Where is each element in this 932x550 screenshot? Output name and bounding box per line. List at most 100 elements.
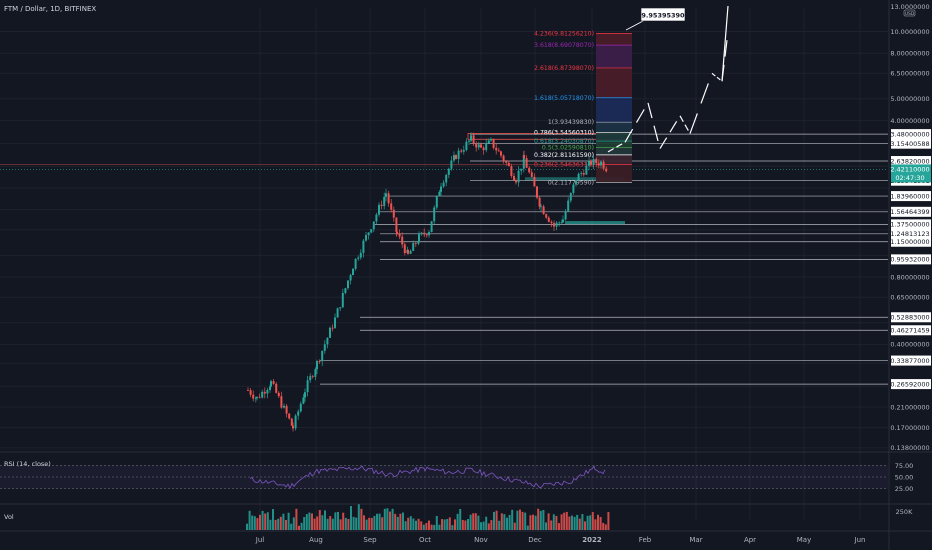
candle-body	[316, 361, 318, 370]
candle-body	[390, 203, 393, 210]
volume-bar	[409, 516, 412, 530]
candle-body	[457, 150, 460, 159]
volume-bar	[485, 516, 488, 530]
price-tick: 5.00000000	[890, 95, 929, 103]
volume-bar	[584, 521, 586, 530]
time-tick: Mar	[689, 536, 702, 544]
fib-label: 1(3.93439830)	[548, 119, 594, 126]
target-callout: 9.95395390	[625, 7, 686, 31]
volume-bar	[521, 511, 524, 530]
candle-body	[269, 386, 271, 391]
volume-bar	[446, 518, 449, 530]
projection-segment	[700, 93, 706, 104]
candle-body	[462, 149, 465, 152]
fib-label: 4.236(9.81256210)	[534, 30, 594, 37]
volume-bar	[456, 513, 459, 530]
fibonacci-extension: 4.236(9.81256210) 3.618(8.69078070) 2.618(…	[534, 30, 632, 186]
candle-body	[398, 233, 401, 237]
volume-bar	[269, 519, 272, 530]
candle-body	[520, 168, 523, 171]
candle-body	[513, 175, 515, 181]
volume-bar	[532, 514, 534, 530]
volume-bar	[259, 514, 261, 530]
horizontal-levels	[0, 133, 888, 385]
volume-bar	[443, 519, 446, 530]
candle-body	[440, 186, 442, 192]
candle-body	[383, 196, 386, 207]
volume-bar	[285, 519, 287, 530]
candle-body	[528, 167, 531, 173]
candle-body	[412, 243, 415, 251]
candle-body	[510, 166, 513, 176]
candle-body	[306, 380, 309, 393]
candle-body	[428, 232, 430, 236]
volume-bar	[360, 508, 363, 530]
candle-body	[433, 207, 436, 222]
candle-body	[292, 425, 294, 429]
price-tick: 0.13800000	[890, 444, 929, 452]
volume-bar	[373, 515, 376, 530]
volume-bar	[459, 508, 462, 530]
volume-bar	[448, 517, 451, 530]
candle-body	[538, 197, 541, 207]
candle-body	[550, 221, 553, 224]
candle-body	[256, 396, 258, 398]
projection-segment	[635, 115, 641, 123]
level-tag-text: 3.48000000	[890, 130, 929, 138]
candle-body	[580, 173, 583, 174]
candle-body	[590, 160, 592, 165]
candle-body	[505, 160, 508, 163]
candle-body	[266, 390, 269, 394]
volume-bar	[487, 523, 490, 530]
candle-body	[490, 138, 492, 141]
candle-body	[600, 161, 602, 166]
fib-label: 0(2.11779590)	[548, 179, 594, 186]
volume-bar	[506, 517, 508, 530]
candle-body	[450, 160, 453, 169]
volume-bar	[433, 524, 436, 530]
projection-segment	[713, 74, 716, 77]
volume-bar	[381, 517, 384, 530]
fib-band	[596, 97, 632, 123]
volume-bar	[383, 508, 386, 530]
current-price-box	[891, 164, 931, 183]
volume-bar	[305, 514, 308, 530]
candle-body	[318, 361, 321, 362]
fib-label: 1.618(5.05718070)	[534, 95, 594, 102]
price-tick: 4.00000000	[890, 117, 929, 125]
time-axis[interactable]: Jul Aug Sep Oct Nov Dec 2022 Feb Mar Apr May Jun	[0, 530, 932, 544]
volume-bar	[425, 522, 428, 530]
candle-body	[475, 143, 478, 148]
volume-bar	[292, 517, 295, 530]
volume-bar	[480, 522, 482, 530]
volume-bar	[474, 513, 477, 530]
volume-bar	[560, 514, 563, 530]
candle-body	[288, 413, 291, 419]
volume-bar	[308, 512, 311, 530]
candle-body	[530, 172, 533, 177]
volume-bar	[256, 518, 259, 530]
volume-bar	[461, 519, 464, 530]
volume-bar	[469, 514, 472, 530]
level-tag-box	[891, 325, 931, 336]
volume-bar	[428, 520, 430, 530]
volume-bar	[534, 515, 537, 530]
volume-bar	[376, 513, 378, 530]
candle-body	[290, 418, 293, 426]
volume-bar	[357, 504, 360, 530]
candle-body	[468, 140, 470, 142]
level-tag-text: 0.46271459	[890, 327, 929, 335]
candle-body	[372, 221, 375, 230]
time-tick: 2022	[582, 536, 602, 544]
volume-bar	[365, 519, 368, 530]
rsi-pane: RSI (14, close) 75.00 50.00 25.00	[0, 451, 932, 493]
volume-bar	[352, 516, 355, 530]
volume-bar	[508, 514, 511, 530]
volume-bar	[282, 513, 285, 530]
volume-bar	[503, 514, 506, 530]
fib-band	[596, 154, 632, 165]
volume-bar	[318, 510, 321, 530]
candle-body	[533, 176, 536, 187]
